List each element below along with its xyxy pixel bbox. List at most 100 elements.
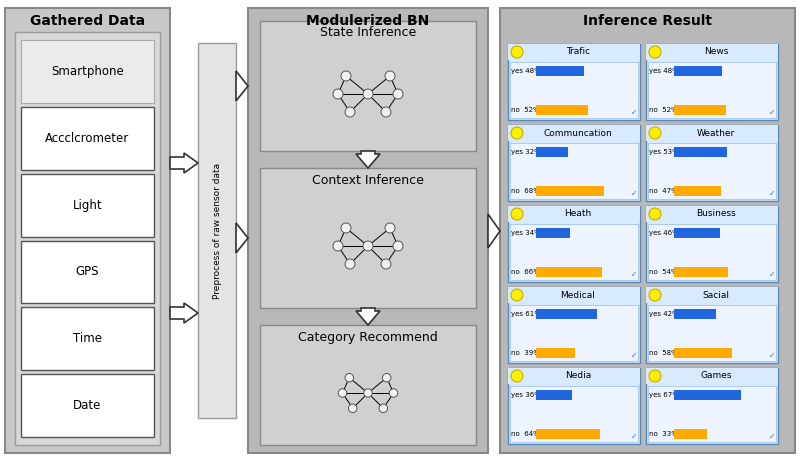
Text: yes 42%: yes 42% [649,311,678,317]
Circle shape [649,289,661,301]
Text: yes 32%: yes 32% [511,149,541,155]
Text: no  68%: no 68% [511,188,540,194]
Polygon shape [356,151,380,168]
Circle shape [385,223,395,233]
Text: GPS: GPS [75,265,99,278]
Polygon shape [170,153,198,173]
Bar [248,8,488,453]
Text: Gathered Data: Gathered Data [30,14,145,28]
Bar [646,125,778,141]
Text: no  66%: no 66% [511,269,540,275]
Text: Accclcrometer: Accclcrometer [46,132,130,145]
Bar [21,107,154,169]
Bar [508,125,640,201]
Bar [21,174,154,237]
Bar [674,105,726,115]
Circle shape [363,241,373,251]
Bar [508,287,640,363]
Bar [674,429,707,439]
Bar [508,44,640,120]
Text: Weather: Weather [697,129,735,138]
Bar [646,287,778,303]
Text: yes 53%: yes 53% [649,149,678,155]
Circle shape [649,208,661,220]
Text: ✓: ✓ [630,108,637,117]
Text: no  39%: no 39% [511,350,540,356]
Bar [674,267,728,277]
Bar [674,228,720,238]
Bar [674,348,732,358]
Text: no  64%: no 64% [511,431,540,437]
Polygon shape [488,214,500,248]
Bar [508,368,640,384]
Text: yes 46%: yes 46% [649,230,678,236]
Text: yes 48%: yes 48% [511,68,541,74]
Bar [646,125,778,201]
Circle shape [393,241,403,251]
Polygon shape [236,71,248,101]
Bar [648,224,776,280]
Text: Nedia: Nedia [565,371,591,381]
Bar [198,43,236,418]
Polygon shape [356,308,380,325]
Bar [536,267,602,277]
Text: Communcation: Communcation [544,129,613,138]
Text: ✓: ✓ [630,432,637,441]
Circle shape [511,127,523,139]
Text: Light: Light [73,199,103,212]
Text: Date: Date [73,399,102,412]
Bar [508,206,640,222]
Bar [508,206,640,282]
Bar [648,143,776,199]
Bar [510,305,638,361]
Bar [536,348,575,358]
Circle shape [381,107,391,117]
Bar [648,62,776,118]
Bar [536,66,584,76]
Text: Context Inference: Context Inference [312,174,424,187]
Text: Smartphone: Smartphone [51,65,124,78]
Text: yes 36%: yes 36% [511,392,541,398]
Bar [674,186,721,196]
Circle shape [511,370,523,382]
Bar [15,32,160,445]
Text: Time: Time [73,332,102,345]
Text: Trafic: Trafic [566,48,590,56]
Bar [508,368,640,444]
Bar [536,390,572,400]
Circle shape [333,241,343,251]
Text: Category Recommend: Category Recommend [298,331,438,344]
Circle shape [389,389,398,397]
Bar [536,186,604,196]
Bar [648,386,776,442]
Bar [674,309,716,319]
Text: Games: Games [700,371,731,381]
Circle shape [345,259,355,269]
Bar [508,44,640,60]
Bar [508,287,640,303]
Bar [646,206,778,222]
Circle shape [341,223,351,233]
Circle shape [345,107,355,117]
Polygon shape [236,223,248,253]
Text: Heath: Heath [565,209,592,219]
Circle shape [348,404,357,413]
Text: no  54%: no 54% [649,269,678,275]
Bar [674,66,722,76]
Bar [508,125,640,141]
Bar [536,147,568,157]
Bar [21,307,154,370]
Circle shape [383,374,391,382]
Text: ✓: ✓ [630,351,637,360]
Text: ✓: ✓ [768,270,775,279]
Text: ✓: ✓ [768,432,775,441]
Circle shape [345,374,354,382]
Text: Preprocess of raw sensor data: Preprocess of raw sensor data [213,163,221,299]
Text: Modulerized BN: Modulerized BN [306,14,430,28]
Circle shape [333,89,343,99]
Bar [646,44,778,60]
Circle shape [341,71,351,81]
Bar [510,143,638,199]
Bar [510,224,638,280]
Bar [646,206,778,282]
